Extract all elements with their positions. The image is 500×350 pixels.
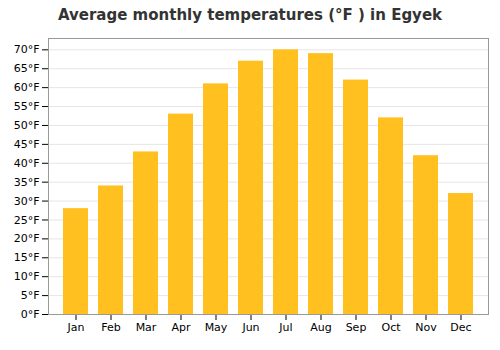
svg-text:65°F: 65°F bbox=[14, 62, 40, 75]
svg-text:Mar: Mar bbox=[136, 321, 157, 334]
svg-text:45°F: 45°F bbox=[14, 138, 40, 151]
svg-text:40°F: 40°F bbox=[14, 157, 40, 170]
svg-text:20°F: 20°F bbox=[14, 232, 40, 245]
svg-text:Aug: Aug bbox=[310, 321, 331, 334]
svg-text:Sep: Sep bbox=[346, 321, 367, 334]
svg-text:Nov: Nov bbox=[415, 321, 437, 334]
svg-text:5°F: 5°F bbox=[21, 289, 40, 302]
svg-text:50°F: 50°F bbox=[14, 119, 40, 132]
svg-text:30°F: 30°F bbox=[14, 195, 40, 208]
svg-text:55°F: 55°F bbox=[14, 100, 40, 113]
svg-text:60°F: 60°F bbox=[14, 81, 40, 94]
svg-text:Oct: Oct bbox=[381, 321, 401, 334]
svg-text:Jul: Jul bbox=[278, 321, 292, 334]
svg-text:0°F: 0°F bbox=[21, 308, 40, 321]
svg-text:70°F: 70°F bbox=[14, 43, 40, 56]
svg-text:Feb: Feb bbox=[101, 321, 120, 334]
svg-text:May: May bbox=[205, 321, 228, 334]
svg-text:15°F: 15°F bbox=[14, 251, 40, 264]
svg-text:Jan: Jan bbox=[67, 321, 85, 334]
svg-text:10°F: 10°F bbox=[14, 270, 40, 283]
svg-text:Dec: Dec bbox=[450, 321, 471, 334]
svg-text:35°F: 35°F bbox=[14, 176, 40, 189]
svg-text:Apr: Apr bbox=[171, 321, 191, 334]
svg-text:Jun: Jun bbox=[241, 321, 259, 334]
html-text:Average monthly temperatures (: Average monthly temperatures (°F ) in Eg… bbox=[57, 6, 443, 24]
svg-text:25°F: 25°F bbox=[14, 213, 40, 226]
